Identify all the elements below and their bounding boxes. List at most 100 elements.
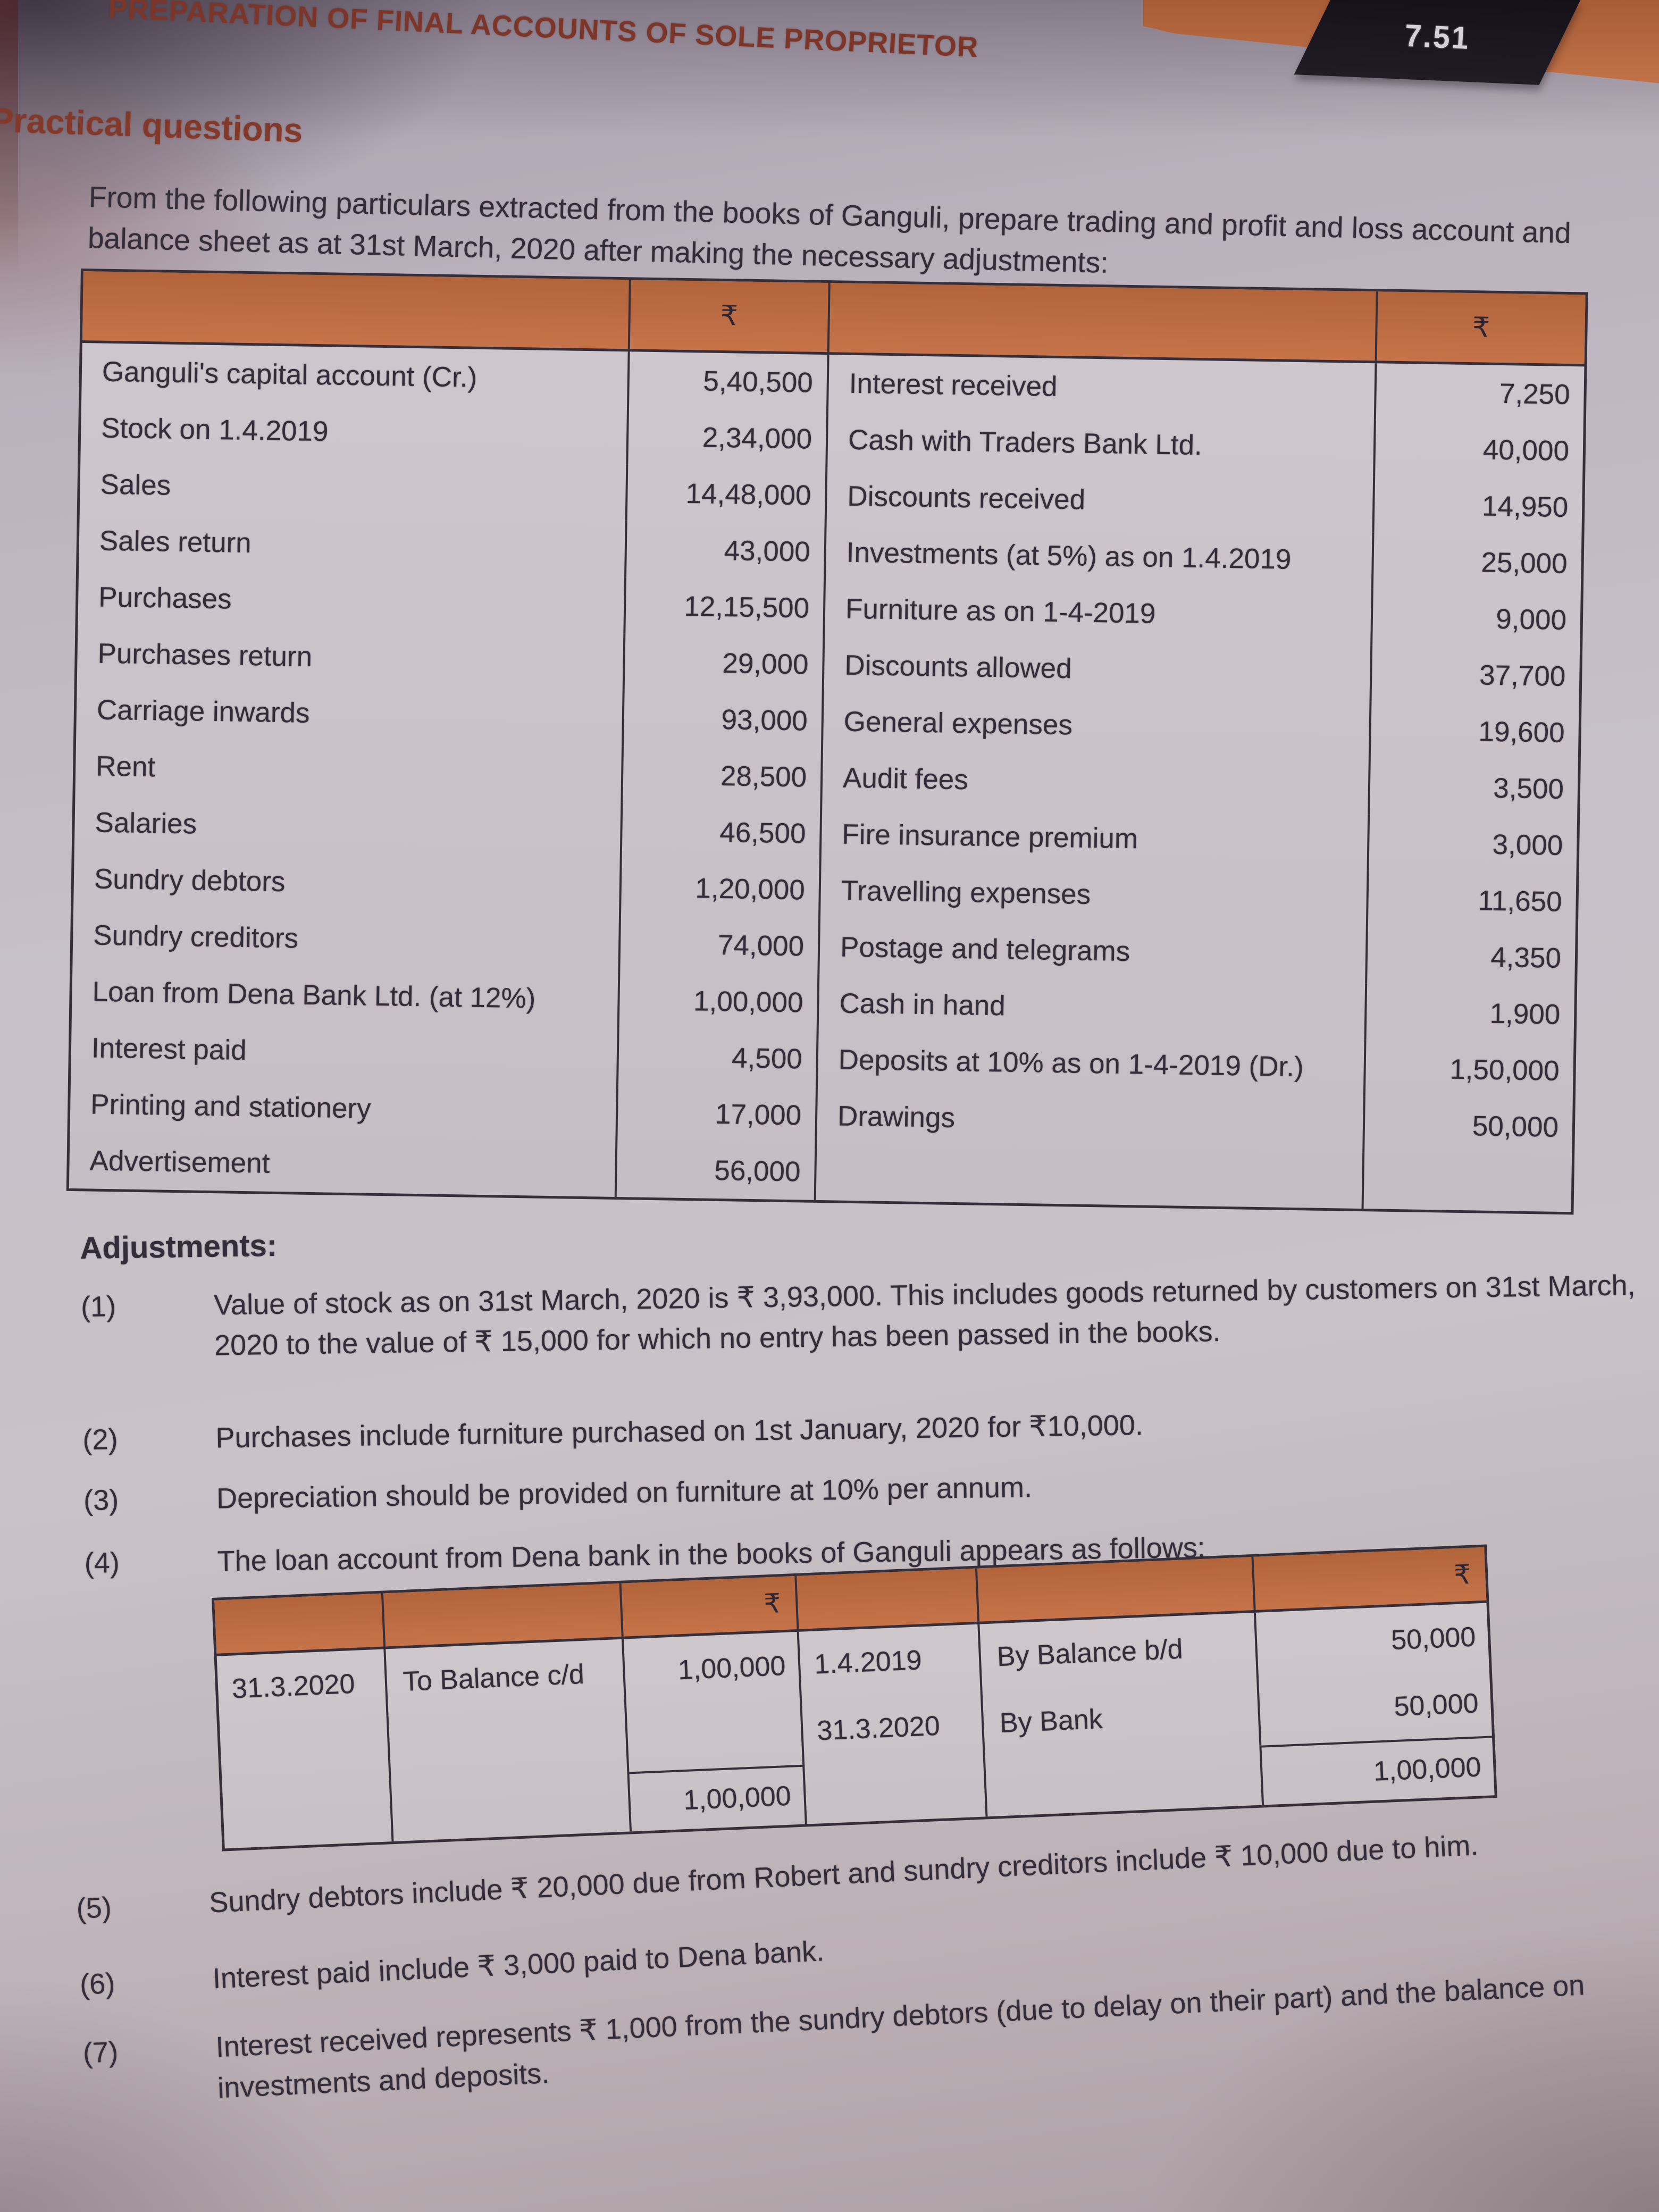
- tb-right-item: Travelling expenses: [820, 862, 1369, 927]
- tb-right-item: Fire insurance premium: [821, 806, 1370, 871]
- loan-cr-total: 1,00,000: [1261, 1736, 1495, 1805]
- tb-left-item: Sundry creditors: [72, 906, 622, 972]
- adjustment-number: (3): [83, 1484, 119, 1516]
- notes-section: (5) Sundry debtors include ₹ 20,000 due …: [76, 1816, 1659, 2115]
- tb-right-item: Drawings: [817, 1087, 1365, 1153]
- tb-left-amount: 74,000: [620, 915, 820, 975]
- adjustment-text: Depreciation should be provided on furni…: [216, 1471, 1033, 1515]
- tb-right-amount: 40,000: [1482, 433, 1570, 467]
- tb-left-amount: 46,500: [622, 802, 823, 862]
- trial-balance-table: ₹ ₹ Ganguli's capital account (Cr.) 5,40…: [66, 269, 1588, 1215]
- loan-dr-total: 1,00,000: [629, 1764, 807, 1832]
- tb-right-amount: 1,900: [1489, 998, 1561, 1030]
- header-cell-blank: [977, 1556, 1256, 1622]
- tb-right-item: Discounts received: [826, 467, 1376, 533]
- tb-right-item: Deposits at 10% as on 1-4-2019 (Dr.): [817, 1030, 1367, 1096]
- tb-left-amount: 2,34,000: [628, 408, 828, 468]
- tb-left-amount: 43,000: [626, 521, 827, 581]
- tb-left-item: Printing and stationery: [70, 1075, 619, 1141]
- loan-total-blank: [985, 1745, 1264, 1817]
- adjustment-text: Purchases include furniture purchased on…: [215, 1409, 1144, 1454]
- tb-right-amount: 37,700: [1479, 659, 1566, 692]
- tb-right-amount: 19,600: [1478, 715, 1565, 749]
- header-cell-blank: [797, 1568, 980, 1629]
- loan-dr-amount: [626, 1698, 805, 1772]
- loan-cr-amount: 50,000: [1393, 1687, 1479, 1722]
- tb-left-amount: 1,20,000: [621, 859, 822, 918]
- currency-header-dr: ₹: [621, 1576, 799, 1637]
- adjustment-item: (1) Value of stock as on 31st March, 202…: [81, 1265, 1640, 1368]
- adjustment-number: (4): [84, 1547, 120, 1579]
- currency-header-cr: ₹: [1453, 1559, 1472, 1590]
- tb-right-item: Postage and telegrams: [819, 918, 1368, 984]
- loan-cr-particulars: By Bank: [982, 1679, 1262, 1757]
- tb-right-item: General expenses: [823, 693, 1372, 758]
- trial-balance-body: Ganguli's capital account (Cr.) 5,40,500…: [69, 343, 1585, 1212]
- loan-cr-particulars: By Balance b/d: [979, 1612, 1259, 1691]
- tb-right-amount: 1,50,000: [1449, 1053, 1560, 1087]
- loan-account-table: ₹ ₹ 31.3.2020 To Balance c/d 1,00,000 1.…: [212, 1544, 1497, 1851]
- tb-left-amount: 29,000: [624, 633, 825, 693]
- tb-right-item: Discounts allowed: [824, 636, 1373, 702]
- tb-right-item: Furniture as on 1-4-2019: [825, 580, 1373, 646]
- tb-left-amount: 17,000: [617, 1084, 818, 1144]
- tb-left-amount: 14,48,000: [627, 464, 828, 524]
- tb-left-item: Purchases return: [77, 624, 626, 690]
- adjustment-item: (3) Depreciation should be provided on f…: [83, 1459, 1642, 1521]
- loan-total-blank: [222, 1782, 394, 1849]
- tb-right-item: Audit fees: [822, 749, 1371, 815]
- loan-cr-amount: 50,000: [1390, 1621, 1477, 1656]
- page-number: 7.51: [1404, 18, 1471, 56]
- tb-left-item: Interest paid: [71, 1019, 619, 1085]
- currency-header-left: ₹: [630, 280, 831, 353]
- tb-left-item: Advertisement: [69, 1132, 618, 1197]
- tb-right-item: Investments (at 5%) as on 1.4.2019: [825, 524, 1375, 589]
- tb-left-item: Sundry debtors: [73, 850, 622, 916]
- adjustments-heading: Adjustments:: [80, 1228, 278, 1266]
- practical-questions-heading: Practical questions: [0, 100, 304, 150]
- tb-left-amount: 5,40,500: [629, 351, 830, 412]
- tb-left-amount: 1,00,000: [619, 971, 820, 1031]
- tb-left-item: Carriage inwards: [76, 681, 625, 747]
- adjustment-number: (1): [80, 1291, 116, 1323]
- tb-right-amount: 7,250: [1499, 378, 1571, 410]
- note-number: (5): [76, 1891, 113, 1925]
- tb-left-item: Sales: [79, 456, 629, 521]
- loan-dr-particulars: [388, 1705, 630, 1782]
- tb-left-amount: 56,000: [616, 1141, 817, 1200]
- loan-dr-amount: 1,00,000: [623, 1631, 802, 1706]
- tb-left-amount: 12,15,500: [625, 577, 826, 637]
- loan-total-blank: [391, 1772, 632, 1842]
- tb-right-amount: 50,000: [1472, 1110, 1559, 1143]
- note-number: (7): [82, 2035, 119, 2069]
- adjustment-item: (2) Purchases include furniture purchase…: [82, 1398, 1641, 1460]
- loan-dr-date: [219, 1715, 391, 1789]
- loan-cr-date: 31.3.2020: [801, 1690, 985, 1765]
- loan-cr-date: 1.4.2019: [799, 1624, 983, 1698]
- tb-left-item: Salaries: [74, 793, 623, 859]
- tb-left-item: Stock on 1.4.2019: [80, 399, 630, 465]
- loan-dr-particulars: To Balance c/d: [386, 1639, 627, 1716]
- header-cell-blank: [829, 283, 1378, 361]
- tb-left-amount: 4,500: [618, 1028, 819, 1087]
- tb-right-amount: 3,500: [1493, 772, 1564, 805]
- tb-right-amount: 4,350: [1490, 941, 1562, 974]
- note-number: (6): [79, 1967, 116, 2001]
- tb-right-amount: 11,650: [1478, 884, 1563, 918]
- tb-right-item-empty: [816, 1143, 1365, 1209]
- tb-right-item: Interest received: [828, 355, 1377, 420]
- tb-left-item: Purchases: [78, 568, 627, 634]
- tb-left-item: Sales return: [79, 512, 627, 577]
- loan-total-blank: [805, 1757, 988, 1824]
- tb-right-amount-empty: [1364, 1152, 1572, 1212]
- header-cell-blank: [82, 271, 631, 349]
- tb-left-amount: 93,000: [624, 690, 824, 750]
- currency-header-right: ₹: [1472, 312, 1490, 343]
- adjustment-number: (2): [82, 1423, 118, 1456]
- tb-left-item: Loan from Dena Bank Ltd. (at 12%): [71, 962, 621, 1028]
- tb-right-amount: 9,000: [1495, 603, 1567, 636]
- tb-left-item: Ganguli's capital account (Cr.): [81, 343, 630, 408]
- tb-right-item: Cash with Traders Bank Ltd.: [827, 411, 1376, 476]
- header-cell-blank: [214, 1593, 386, 1654]
